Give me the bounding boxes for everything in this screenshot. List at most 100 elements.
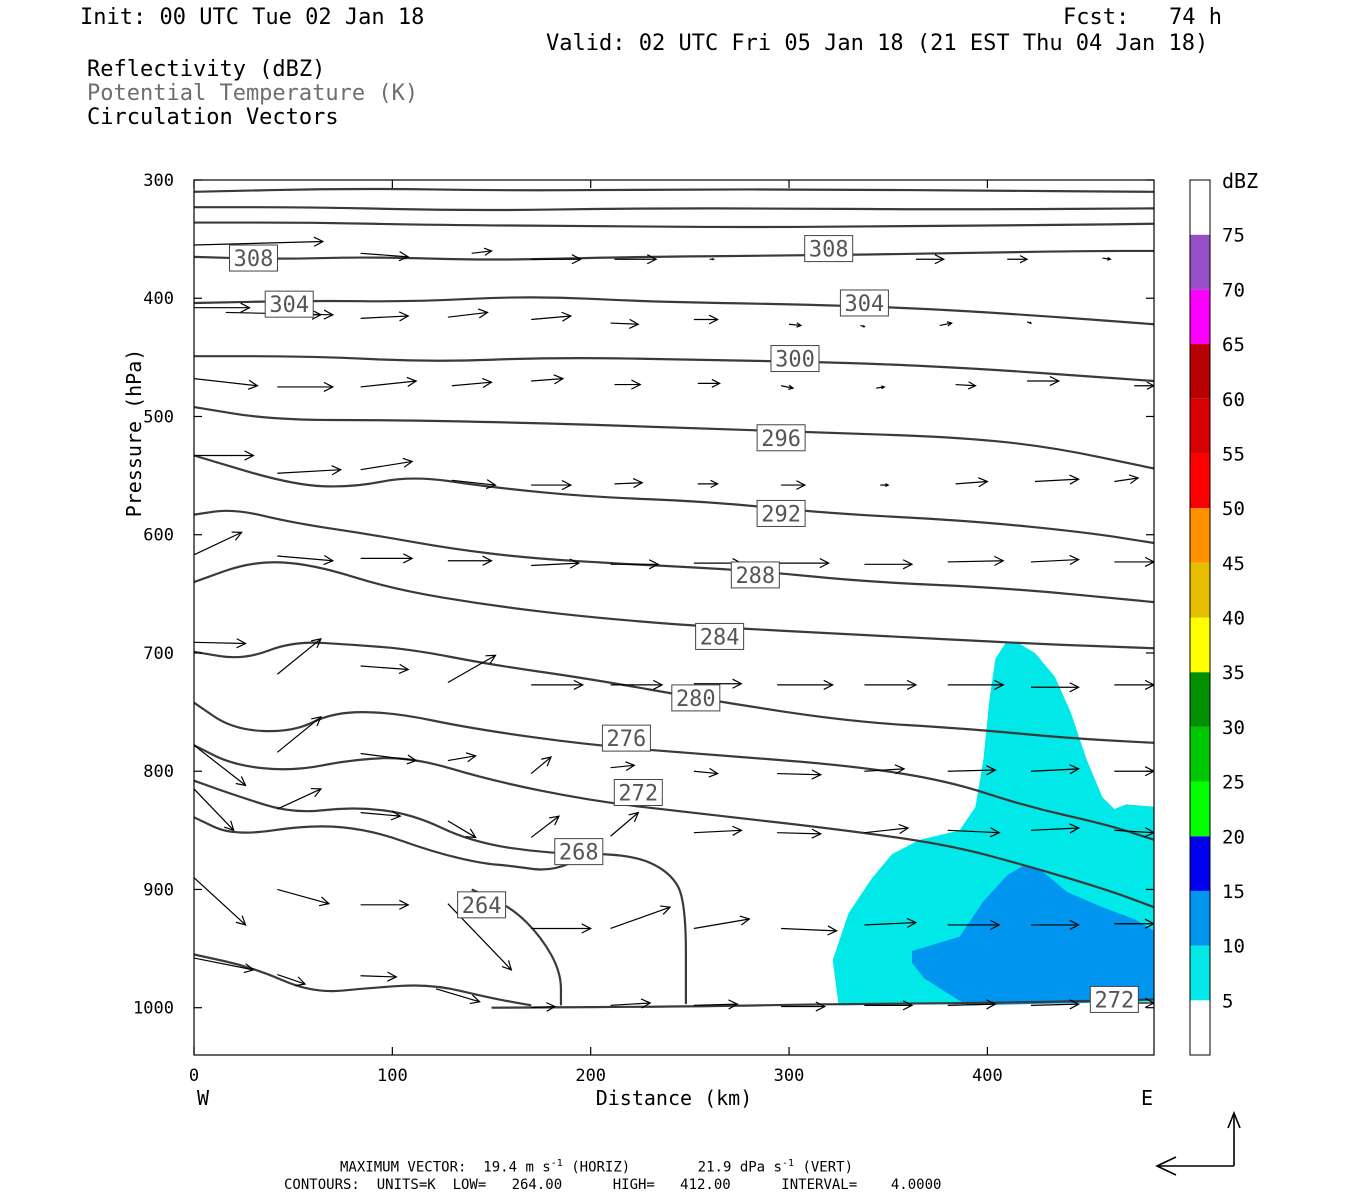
valid-time: Valid: 02 UTC Fri 05 Jan 18 (21 EST Thu … (546, 31, 1209, 56)
colorbar-swatch (1190, 180, 1210, 235)
theta-contour-308 (194, 249, 1154, 261)
colorbar-label: 70 (1222, 279, 1245, 301)
x-tick-label: 200 (575, 1066, 606, 1086)
circulation-vector (1030, 554, 1080, 566)
circulation-vector (277, 381, 335, 393)
circulation-vector (360, 553, 414, 564)
circulation-vector (360, 971, 398, 982)
theta-contour-268 (194, 816, 592, 871)
theta-contour-264 (194, 953, 532, 1007)
y-tick-label: 600 (143, 526, 174, 546)
circulation-vector (777, 679, 834, 690)
circulation-vector (276, 637, 322, 675)
x-tick-label: 0 (189, 1066, 199, 1086)
circulation-vector (1027, 375, 1061, 387)
circulation-vector (777, 828, 823, 839)
colorbar-label: 15 (1222, 881, 1245, 903)
circulation-vector (781, 480, 807, 490)
max-vector-horiz-unit: (HORIZ) (571, 1159, 631, 1176)
circulation-vector (531, 479, 573, 491)
x-tick-label: 400 (972, 1066, 1003, 1086)
y-tick-label: 900 (143, 880, 174, 900)
theta-contour-312 (194, 187, 1154, 193)
colorbar-swatch (1190, 617, 1210, 673)
reference-vector-icon (1155, 1110, 1241, 1176)
theta-contour-304 (194, 296, 1154, 326)
contour-label: 284 (695, 622, 745, 650)
circulation-vector (693, 678, 743, 689)
colorbar-swatch (1190, 945, 1210, 1001)
circulation-vector (531, 558, 581, 569)
theta-contour-312 (194, 206, 1154, 212)
theta-contour-308 (194, 221, 1154, 229)
circulation-vector (614, 478, 644, 489)
circulation-vector (447, 555, 493, 566)
colorbar-label: 35 (1222, 662, 1245, 684)
svg-text:308: 308 (234, 247, 274, 272)
theta-contour-280 (194, 641, 1154, 744)
circulation-vector (194, 302, 251, 313)
y-tick-label: 300 (143, 171, 174, 191)
x-axis-label: Distance (km) (596, 1086, 753, 1110)
theta-contour-296 (194, 405, 1154, 470)
circulation-vector (939, 321, 953, 327)
colorbar-swatch (1190, 234, 1210, 290)
circulation-vector (947, 827, 1001, 838)
circulation-vector (447, 752, 477, 763)
circulation-vector (277, 465, 343, 476)
colorbar-label: 75 (1222, 225, 1245, 247)
circulation-vector (531, 374, 565, 385)
colorbar-label: 30 (1222, 717, 1245, 739)
contour-label: 296 (756, 424, 806, 452)
y-tick-label: 700 (143, 644, 174, 664)
circulation-vector (864, 823, 910, 834)
exponent-v: -1 (781, 1158, 795, 1169)
svg-text:288: 288 (735, 564, 775, 589)
circulation-vector (1114, 827, 1154, 838)
circulation-vector (1102, 256, 1112, 261)
circulation-vector (360, 376, 418, 388)
circulation-vector (451, 377, 493, 389)
svg-text:280: 280 (676, 687, 716, 712)
y-tick-label: 500 (143, 407, 174, 427)
colorbar-swatch (1190, 726, 1210, 782)
svg-text:300: 300 (775, 348, 815, 373)
svg-text:284: 284 (700, 625, 740, 650)
circulation-vector (947, 765, 997, 776)
contour-label: 304 (839, 289, 889, 317)
circulation-vector (915, 254, 946, 265)
x-tick-label: 300 (774, 1066, 805, 1086)
circulation-vector (693, 767, 719, 778)
y-tick-label: 400 (143, 289, 174, 309)
circulation-vector (610, 998, 652, 1009)
contour-info: CONTOURS: UNITS=K LOW= 264.00 HIGH= 412.… (284, 1177, 942, 1193)
circulation-vector (451, 479, 497, 490)
colorbar-swatch (1190, 890, 1210, 946)
colorbar-label: 20 (1222, 826, 1245, 848)
circulation-vector (1007, 255, 1029, 264)
colorbar-swatch (1190, 398, 1210, 454)
svg-text:272: 272 (618, 782, 658, 807)
circulation-vector (780, 384, 795, 391)
circulation-vector (1034, 474, 1080, 485)
circulation-vector (194, 877, 247, 926)
y-tick-label: 1000 (133, 999, 174, 1019)
circulation-vector (194, 744, 247, 787)
max-vector-vert: 21.9 dPa s (697, 1159, 782, 1176)
theta-contour-284 (194, 561, 1154, 650)
colorbar-label: 5 (1222, 990, 1233, 1012)
circulation-vector (194, 957, 255, 974)
circulation-vector (1031, 999, 1080, 1010)
circulation-vector (1114, 918, 1154, 929)
circulation-vector (276, 715, 322, 753)
circulation-vector (194, 788, 235, 832)
colorbar-swatch (1190, 672, 1210, 727)
theta-contour-276 (194, 701, 1154, 841)
circulation-vector (955, 477, 989, 488)
circulation-vector (610, 761, 636, 771)
field-reflectivity: Reflectivity (dBZ) (87, 57, 326, 82)
colorbar-frame (1189, 179, 1211, 1056)
circulation-vector (1114, 679, 1154, 690)
circulation-vector (864, 1000, 914, 1011)
circulation-vector (194, 450, 255, 461)
